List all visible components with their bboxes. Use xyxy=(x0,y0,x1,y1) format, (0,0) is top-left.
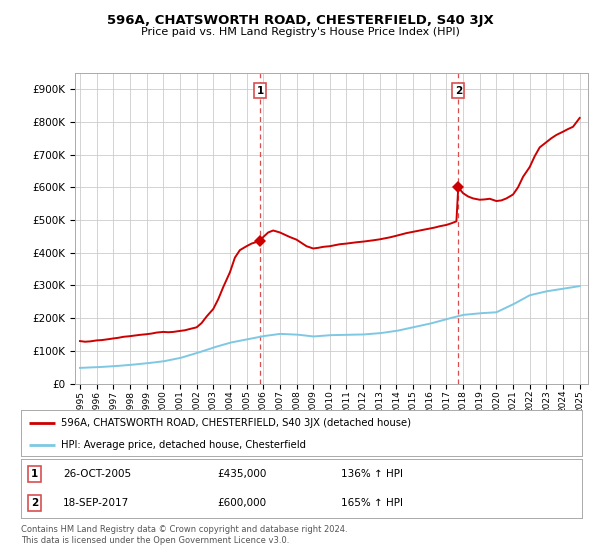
Text: 596A, CHATSWORTH ROAD, CHESTERFIELD, S40 3JX (detached house): 596A, CHATSWORTH ROAD, CHESTERFIELD, S40… xyxy=(61,418,412,428)
Text: £600,000: £600,000 xyxy=(217,498,266,508)
Text: 2: 2 xyxy=(455,86,462,96)
Text: £435,000: £435,000 xyxy=(217,469,267,479)
Text: 596A, CHATSWORTH ROAD, CHESTERFIELD, S40 3JX: 596A, CHATSWORTH ROAD, CHESTERFIELD, S40… xyxy=(107,14,493,27)
Text: Price paid vs. HM Land Registry's House Price Index (HPI): Price paid vs. HM Land Registry's House … xyxy=(140,27,460,37)
Text: 136% ↑ HPI: 136% ↑ HPI xyxy=(341,469,403,479)
Text: HPI: Average price, detached house, Chesterfield: HPI: Average price, detached house, Ches… xyxy=(61,440,307,450)
Text: 2: 2 xyxy=(31,498,38,508)
Text: 165% ↑ HPI: 165% ↑ HPI xyxy=(341,498,403,508)
Text: 18-SEP-2017: 18-SEP-2017 xyxy=(63,498,130,508)
Text: 1: 1 xyxy=(31,469,38,479)
Text: 1: 1 xyxy=(256,86,263,96)
Text: 26-OCT-2005: 26-OCT-2005 xyxy=(63,469,131,479)
Text: Contains HM Land Registry data © Crown copyright and database right 2024.
This d: Contains HM Land Registry data © Crown c… xyxy=(21,525,347,545)
